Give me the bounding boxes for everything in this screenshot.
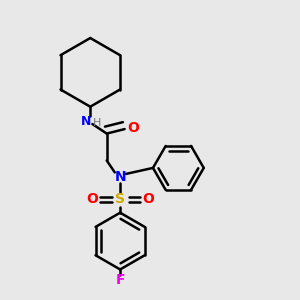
Text: O: O xyxy=(86,192,98,206)
Text: S: S xyxy=(115,192,125,206)
Text: F: F xyxy=(116,273,125,287)
Text: N: N xyxy=(114,170,126,184)
Text: O: O xyxy=(128,121,140,135)
Text: H: H xyxy=(93,118,101,128)
Text: O: O xyxy=(142,192,154,206)
Text: N: N xyxy=(81,115,91,128)
